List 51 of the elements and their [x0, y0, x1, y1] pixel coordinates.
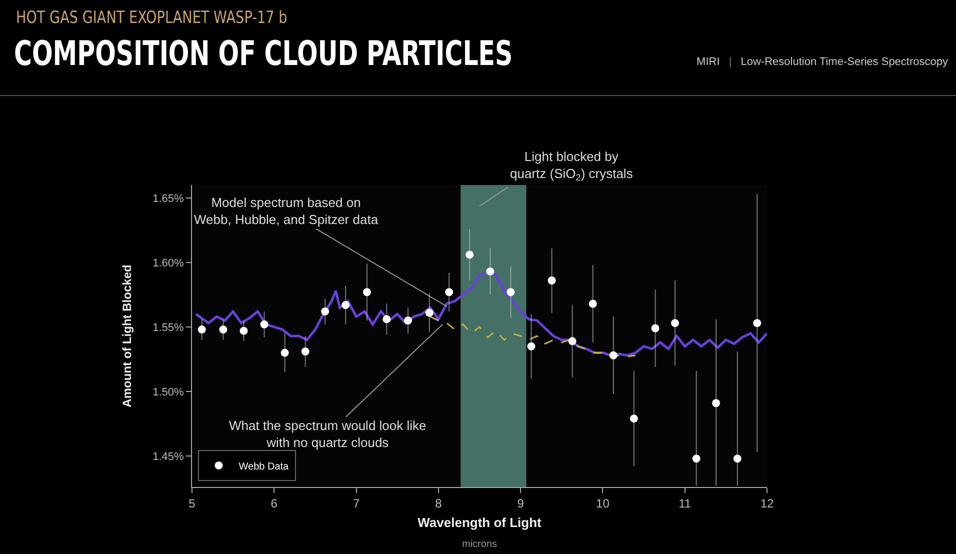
point	[425, 308, 434, 317]
y-axis-title: Amount of Light Blocked	[120, 264, 134, 408]
point	[651, 324, 660, 332]
point	[342, 301, 350, 310]
text: MIRI | Low-Resolution Time-Series Spectroscopy	[696, 56, 948, 68]
x-tick-label: 12	[760, 496, 774, 510]
point	[712, 399, 720, 408]
x-tick-label: 10	[596, 496, 610, 510]
point	[240, 326, 248, 335]
point	[486, 267, 494, 276]
point	[527, 342, 536, 350]
point	[630, 414, 638, 423]
annotation: What the spectrum would look like with no quartz clouds	[229, 418, 426, 450]
point	[280, 348, 289, 357]
point	[362, 288, 371, 296]
y-tick-label: 1.65%	[152, 192, 184, 205]
point	[466, 250, 474, 259]
text: Light blocked by quartz (SiO$_{2}$) crystals	[510, 149, 634, 183]
y-tick-label: 1.60%	[152, 257, 184, 270]
x-tick-label: 11	[678, 496, 692, 510]
point	[568, 337, 576, 346]
point	[609, 351, 618, 360]
chart-title: COMPOSITION OF CLOUD PARTICLES	[14, 34, 513, 74]
point	[588, 300, 597, 308]
x-tick-label: 7	[352, 496, 360, 510]
point	[198, 326, 206, 334]
y-tick-label: 1.50%	[152, 386, 184, 398]
text: microns	[462, 539, 498, 550]
point	[671, 319, 679, 328]
annotation: Model spectrum based on Webb, Hubble, and Spitzer data	[194, 195, 379, 227]
chart-subtitle: HOT GAS GIANT EXOPLANET WASP-17 b	[16, 8, 288, 28]
x-tick-label: 6	[270, 496, 278, 510]
point	[753, 319, 762, 328]
x-tick-label: 8	[435, 496, 442, 510]
x-tick-label: 5	[188, 496, 196, 510]
point	[733, 454, 742, 463]
y-tick-label: 1.55%	[152, 322, 184, 334]
point	[445, 288, 454, 296]
point	[506, 288, 515, 296]
x-axis-title: Wavelength of Light	[418, 515, 542, 530]
point	[548, 276, 556, 284]
point	[692, 454, 700, 463]
point	[219, 326, 228, 334]
x-tick-label: 9	[517, 496, 524, 510]
point	[260, 320, 268, 328]
point	[301, 347, 310, 356]
y-tick-label: 1.45%	[152, 450, 184, 463]
legend-label: Webb Data	[238, 461, 290, 472]
point	[404, 316, 412, 325]
point	[382, 315, 391, 324]
point	[321, 307, 330, 316]
